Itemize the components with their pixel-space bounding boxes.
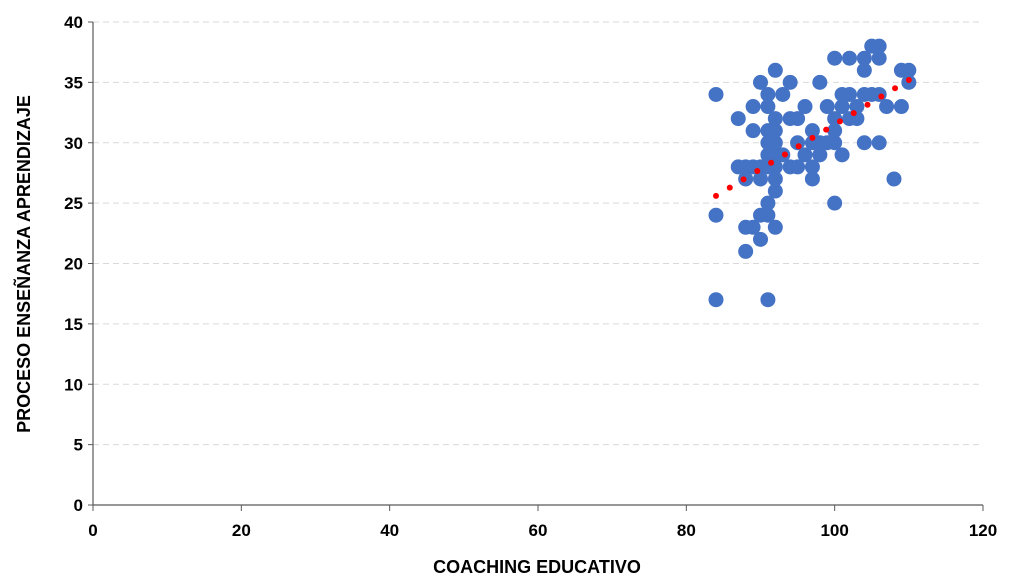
axes <box>88 21 984 511</box>
data-point <box>730 111 746 127</box>
x-tick-label: 60 <box>529 521 548 540</box>
y-tick-label: 35 <box>64 73 83 92</box>
trendline-dot <box>768 159 775 166</box>
trendline-dot <box>754 168 761 175</box>
data-point <box>819 99 835 115</box>
x-tick-label: 120 <box>969 521 997 540</box>
data-point <box>856 135 872 151</box>
trendline-dot <box>850 110 857 117</box>
data-point <box>901 62 917 78</box>
y-tick-label: 40 <box>64 13 83 32</box>
y-tick-label: 30 <box>64 134 83 153</box>
y-tick-labels: 0 5 10 15 20 25 30 35 40 <box>64 13 83 515</box>
data-point <box>760 86 776 102</box>
data-point <box>842 86 857 102</box>
x-tick-label: 40 <box>380 521 399 540</box>
y-tick-label: 20 <box>64 255 83 274</box>
x-tick-labels: 0 20 40 60 80 100 120 <box>88 521 997 540</box>
data-point <box>767 135 783 151</box>
data-point <box>879 99 895 115</box>
data-point <box>834 147 850 163</box>
x-tick-label: 100 <box>820 521 848 540</box>
data-point <box>753 231 768 247</box>
data-point <box>782 74 798 90</box>
data-point <box>827 50 843 66</box>
data-point <box>804 159 820 175</box>
trendline-dot <box>809 134 816 141</box>
data-point <box>834 99 850 115</box>
data-point <box>745 99 761 115</box>
trendline-dot <box>892 85 899 92</box>
data-point <box>760 292 776 308</box>
trendline-dot <box>878 93 885 100</box>
data-point <box>797 147 813 163</box>
trendline-dot <box>740 176 747 183</box>
data-point <box>886 171 902 187</box>
trendline-dot <box>823 126 830 133</box>
trendline-dot <box>713 192 719 199</box>
y-tick-label: 0 <box>74 496 83 515</box>
data-point <box>760 207 776 223</box>
data-point <box>842 50 857 66</box>
x-tick-label: 0 <box>88 521 97 540</box>
data-point <box>856 50 872 66</box>
trendline <box>713 76 912 199</box>
data-point <box>745 219 761 235</box>
data-point <box>871 135 887 151</box>
data-point <box>767 219 783 235</box>
data-point <box>708 86 724 102</box>
data-point <box>827 135 843 151</box>
data-point <box>753 74 768 90</box>
trendline-dot <box>795 143 802 150</box>
x-tick-label: 80 <box>677 521 696 540</box>
data-point <box>871 38 887 54</box>
x-axis-title: COACHING EDUCATIVO <box>433 557 641 577</box>
data-point <box>760 195 776 211</box>
data-point <box>812 74 828 90</box>
data-point <box>790 159 806 175</box>
data-point <box>790 111 806 127</box>
data-point <box>767 111 783 127</box>
data-point <box>745 123 761 139</box>
data-point <box>812 147 828 163</box>
data-point <box>827 195 843 211</box>
data-point <box>856 62 872 78</box>
data-point <box>760 99 776 115</box>
data-point <box>827 123 843 139</box>
data-point <box>753 171 768 187</box>
data-point <box>804 123 820 139</box>
data-point <box>708 292 724 308</box>
gridlines <box>93 21 983 446</box>
y-tick-label: 10 <box>64 375 83 394</box>
y-tick-label: 5 <box>74 436 83 455</box>
data-point <box>767 123 783 139</box>
trendline-dot <box>905 76 912 83</box>
data-point <box>767 183 783 199</box>
data-point <box>797 99 813 115</box>
y-tick-label: 15 <box>64 315 83 334</box>
y-axis-title: PROCESO ENSEÑANZA APRENDIZAJE <box>13 95 34 433</box>
trendline-dot <box>864 101 871 108</box>
trendline-dot <box>781 151 788 158</box>
trendline-dot <box>836 118 843 125</box>
data-point <box>804 171 820 187</box>
data-point <box>708 207 724 223</box>
data-point <box>767 62 783 78</box>
data-point <box>775 86 791 102</box>
data-points <box>708 38 917 308</box>
data-point <box>767 171 783 187</box>
data-point <box>738 243 754 259</box>
data-point <box>871 50 887 66</box>
x-tick-label: 20 <box>232 521 251 540</box>
trendline-dot <box>726 184 733 191</box>
y-tick-label: 25 <box>64 194 83 213</box>
data-point <box>893 99 909 115</box>
